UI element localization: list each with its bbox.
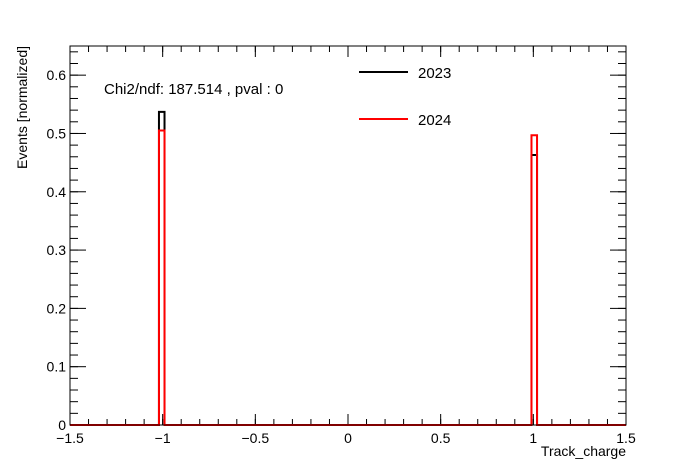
y-tick-label: 0.4 [47, 184, 67, 200]
y-tick-label: 0 [58, 417, 66, 433]
legend: 2023 2024 [359, 65, 451, 129]
legend-label-2024: 2024 [418, 112, 451, 129]
x-tick-labels: −1.5 −1 −0.5 0 0.5 1 1.5 [56, 430, 636, 446]
x-tick-label: 0 [344, 430, 352, 446]
y-tick-label: 0.2 [47, 300, 67, 316]
y-tick-label: 0.1 [47, 359, 67, 375]
x-tick-label: 0.5 [431, 430, 451, 446]
y-tick-labels: 0 0.1 0.2 0.3 0.4 0.5 0.6 [47, 67, 67, 433]
x-tick-label: −0.5 [242, 430, 270, 446]
y-tick-label: 0.6 [47, 67, 67, 83]
x-axis-label: Track_charge [541, 443, 626, 459]
x-tick-label: −1 [155, 430, 171, 446]
chi2-annotation: Chi2/ndf: 187.514 , pval : 0 [104, 81, 283, 98]
x-tick-label: −1.5 [56, 430, 84, 446]
x-tick-label: 1 [529, 430, 537, 446]
x-tick-label: 1.5 [616, 430, 636, 446]
y-axis-label: Events [normalized] [14, 46, 30, 169]
legend-label-2023: 2023 [418, 65, 451, 82]
y-tick-label: 0.3 [47, 242, 67, 258]
y-tick-label: 0.5 [47, 125, 67, 141]
plot-frame [69, 45, 627, 426]
